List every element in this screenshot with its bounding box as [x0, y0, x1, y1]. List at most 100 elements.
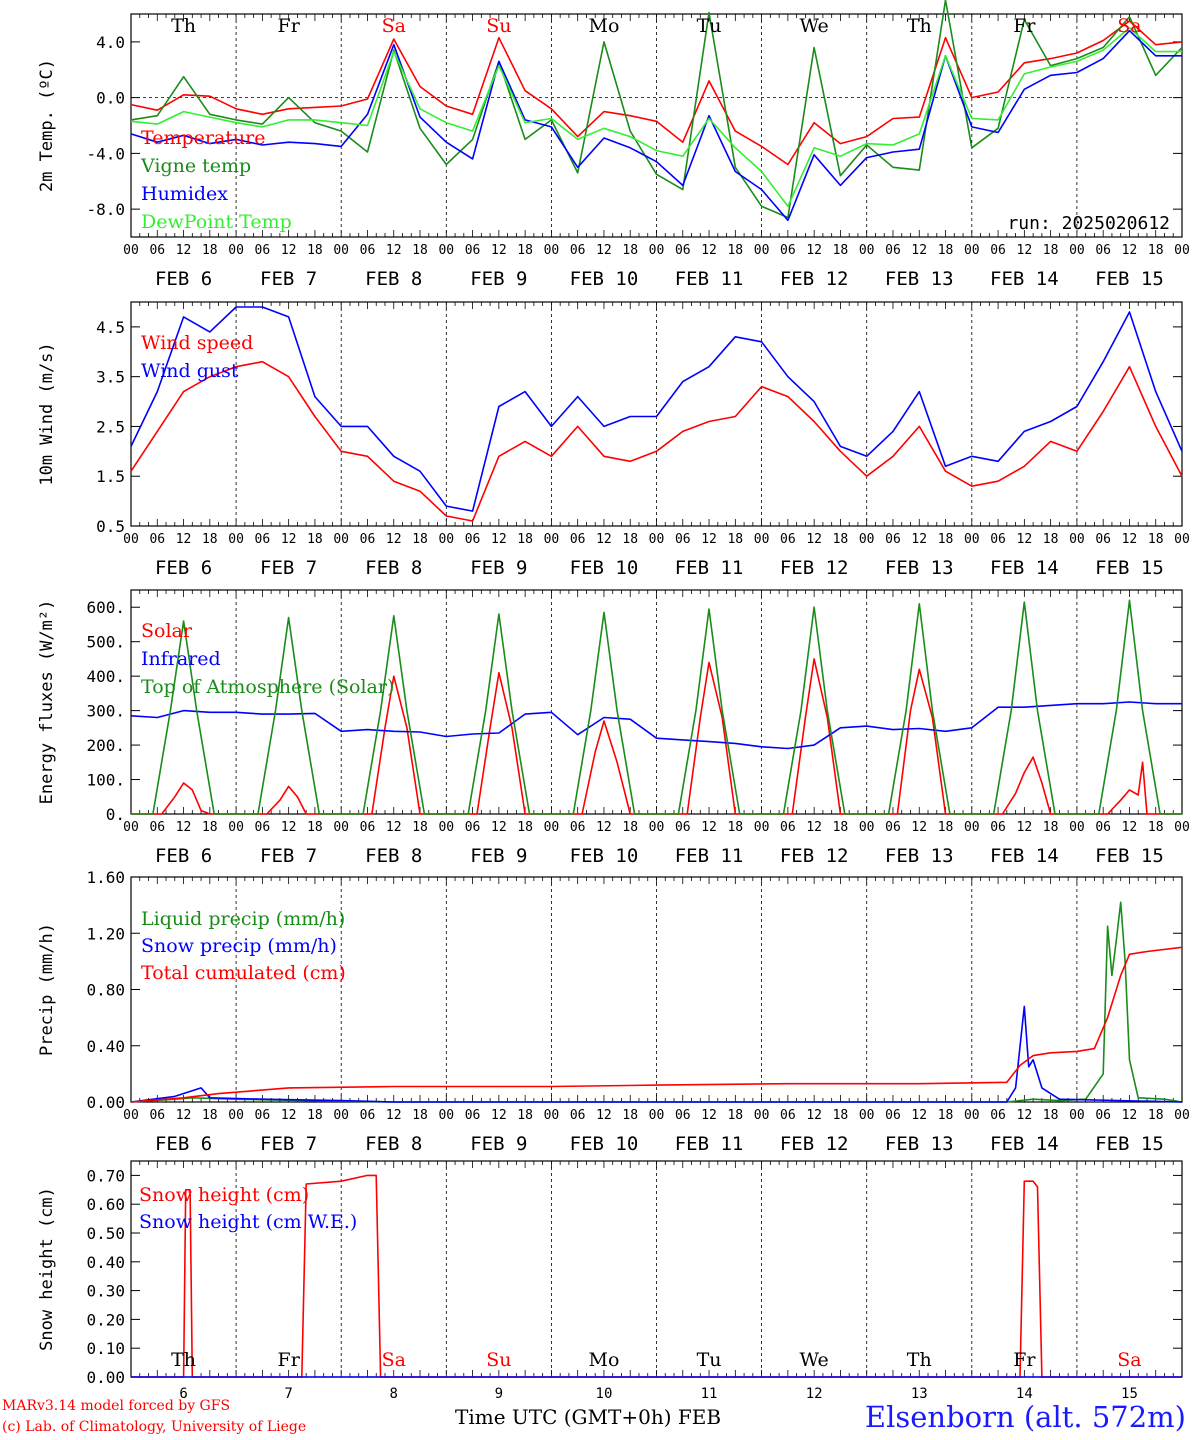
x-hour-label: 00 [649, 243, 665, 258]
y-tick-label: 0.20 [86, 1310, 125, 1329]
x-date-label: FEB 13 [885, 268, 954, 290]
x-hour-label: 12 [911, 532, 927, 547]
x-hour-label: 06 [149, 1108, 165, 1123]
x-hour-label: 18 [202, 1108, 218, 1123]
x-hour-label: 12 [911, 243, 927, 258]
x-hour-label: 06 [675, 532, 691, 547]
x-hour-label: 00 [754, 532, 770, 547]
day-name-label: Sa [1117, 15, 1141, 37]
x-hour-label: 12 [281, 243, 297, 258]
legend-entry: Humidex [141, 183, 228, 205]
y-tick-label: -8.0 [86, 200, 125, 219]
x-hour-label: 06 [149, 820, 165, 835]
legend-entry: Wind speed [141, 332, 253, 354]
x-date-label: FEB 15 [1095, 845, 1164, 867]
x-hour-label: 18 [517, 532, 533, 547]
day-name-label: Sa [382, 15, 406, 37]
legend-entry: Total cumulated (cm) [141, 962, 346, 984]
x-hour-label: 18 [622, 1108, 638, 1123]
x-hour-label: 00 [1174, 532, 1190, 547]
x-hour-label: 06 [360, 243, 376, 258]
x-hour-label: 00 [1069, 243, 1085, 258]
y-tick-label: 0.30 [86, 1282, 125, 1301]
x-hour-label: 18 [938, 820, 954, 835]
x-hour-label: 18 [412, 243, 428, 258]
x-hour-label: 00 [1069, 532, 1085, 547]
x-hour-label: 06 [570, 243, 586, 258]
x-hour-label: 06 [885, 1108, 901, 1123]
series-line [130, 29, 1182, 222]
x-date-label: FEB 13 [885, 1133, 954, 1155]
x-hour-label: 12 [596, 532, 612, 547]
x-date-label: FEB 11 [675, 1133, 744, 1155]
x-hour-label: 12 [491, 243, 507, 258]
x-hour-label: 00 [1174, 1108, 1190, 1123]
x-date-label: FEB 8 [365, 268, 422, 290]
x-hour-label: 12 [1122, 532, 1138, 547]
x-date-label: FEB 6 [155, 1133, 212, 1155]
x-hour-label: 06 [255, 820, 271, 835]
y-tick-label: 1.5 [96, 467, 125, 486]
x-hour-label: 00 [228, 1108, 244, 1123]
x-date-label: FEB 8 [365, 557, 422, 579]
x-hour-label: 00 [123, 820, 139, 835]
x-hour-label: 12 [491, 1108, 507, 1123]
x-hour-label: 00 [544, 1108, 560, 1123]
x-hour-label: 00 [544, 532, 560, 547]
x-hour-label: 00 [438, 532, 454, 547]
x-hour-label: 12 [806, 243, 822, 258]
day-name-label-bottom: Sa [1117, 1349, 1141, 1371]
x-hour-label: 06 [780, 243, 796, 258]
x-hour-label: 18 [412, 1108, 428, 1123]
x-hour-label: 18 [517, 243, 533, 258]
legend-entry: Temperature [141, 127, 265, 149]
x-hour-label: 06 [990, 1108, 1006, 1123]
x-hour-label: 06 [360, 820, 376, 835]
x-hour-label: 06 [885, 820, 901, 835]
series-line [131, 599, 1182, 815]
x-day-number: 8 [390, 1386, 398, 1402]
x-date-label: FEB 14 [990, 845, 1059, 867]
x-hour-label: 00 [1069, 820, 1085, 835]
x-hour-label: 00 [964, 243, 980, 258]
x-hour-label: 18 [307, 1108, 323, 1123]
x-hour-label: 06 [255, 532, 271, 547]
x-hour-label: 18 [307, 820, 323, 835]
series-line [130, 360, 1183, 522]
x-hour-label: 18 [1148, 820, 1164, 835]
x-hour-label: 06 [465, 532, 481, 547]
legend-entry: Snow precip (mm/h) [141, 935, 337, 957]
x-date-label: FEB 9 [470, 845, 527, 867]
series-line [130, 701, 1182, 750]
x-day-number: 12 [806, 1386, 823, 1402]
x-hour-label: 12 [1122, 243, 1138, 258]
x-hour-label: 00 [859, 1108, 875, 1123]
x-hour-label: 06 [465, 1108, 481, 1123]
x-hour-label: 12 [701, 532, 717, 547]
x-hour-label: 18 [1148, 532, 1164, 547]
x-hour-label: 18 [727, 532, 743, 547]
x-hour-label: 12 [176, 243, 192, 258]
y-tick-label: 0.00 [86, 1368, 125, 1387]
x-hour-label: 12 [701, 243, 717, 258]
x-date-label: FEB 11 [675, 845, 744, 867]
y-tick-label: 3.5 [96, 368, 125, 387]
x-day-number: 7 [284, 1386, 292, 1402]
x-hour-label: 18 [1043, 532, 1059, 547]
footer-station-name: Elsenborn (alt. 572m) [864, 1400, 1186, 1434]
x-hour-label: 12 [491, 820, 507, 835]
y-tick-label: 0.5 [96, 517, 125, 536]
x-date-label: FEB 14 [990, 557, 1059, 579]
x-hour-label: 12 [281, 1108, 297, 1123]
x-hour-label: 18 [938, 1108, 954, 1123]
x-day-number: 10 [596, 1386, 613, 1402]
x-hour-label: 18 [412, 532, 428, 547]
x-hour-label: 12 [596, 820, 612, 835]
y-tick-label: 100. [86, 771, 125, 790]
x-hour-label: 00 [544, 820, 560, 835]
y-axis-label: Precip (mm/h) [37, 923, 57, 1056]
y-axis-label: 10m Wind (m/s) [37, 342, 57, 485]
legend-entry: Vigne temp [140, 155, 251, 177]
x-hour-label: 00 [333, 820, 349, 835]
